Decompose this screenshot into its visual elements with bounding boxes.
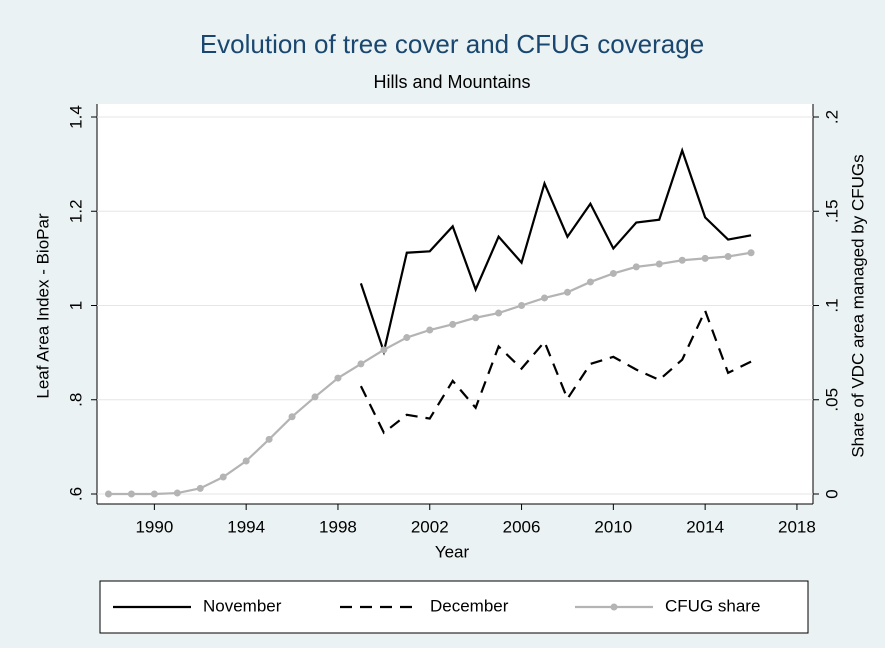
x-tick-label: 2010: [594, 517, 632, 536]
y2-tick-label: .05: [822, 388, 841, 412]
y-axis-title: Leaf Area Index - BioPar: [33, 213, 52, 399]
y2-tick-label: .2: [822, 110, 841, 124]
series-marker: [357, 360, 365, 368]
y2-tick-label: .1: [822, 298, 841, 312]
plot-area: [97, 104, 813, 504]
y2-axis-title: Share of VDC area managed by CFUGs: [848, 154, 867, 457]
series-marker: [563, 288, 571, 296]
y2-tick-label: 0: [822, 489, 841, 498]
chart-title: Evolution of tree cover and CFUG coverag…: [200, 29, 704, 59]
series-marker: [541, 294, 548, 302]
x-tick-label: 2002: [411, 517, 449, 536]
legend-box: [99, 580, 809, 634]
series-marker: [288, 413, 296, 421]
x-tick-label: 2006: [503, 517, 541, 536]
y-tick-label: 1.2: [66, 199, 85, 223]
series-marker: [724, 252, 732, 260]
series-marker: [403, 334, 411, 342]
series-marker: [472, 314, 480, 322]
series-marker: [334, 374, 342, 382]
series-marker: [380, 346, 388, 354]
y-tick-label: 1.4: [66, 105, 85, 129]
series-marker: [701, 254, 709, 262]
series-marker: [173, 489, 181, 497]
series-marker: [747, 249, 755, 257]
series-line: [359, 307, 752, 435]
y-tick-label: .6: [66, 487, 85, 501]
x-tick-label: 1994: [227, 517, 265, 536]
series-marker: [632, 263, 640, 271]
series-marker: [655, 260, 663, 268]
series-marker: [242, 457, 250, 465]
series-marker: [609, 269, 617, 277]
legend-label: CFUG share: [665, 596, 760, 615]
legend-swatch-marker: [610, 603, 618, 611]
x-tick-label: 1990: [135, 517, 173, 536]
series-marker: [495, 309, 503, 317]
series-marker: [678, 256, 686, 264]
x-tick-label: 2014: [686, 517, 724, 536]
series-marker: [104, 490, 112, 498]
chart-subtitle: Hills and Mountains: [373, 72, 530, 92]
series-marker: [518, 302, 526, 309]
legend-label: December: [430, 596, 509, 615]
series-marker: [449, 320, 457, 328]
series-marker: [426, 326, 434, 334]
series-line: [359, 147, 752, 356]
y-tick-label: .8: [66, 393, 85, 407]
series-marker: [586, 278, 594, 286]
series-marker: [311, 393, 319, 401]
series-marker: [219, 473, 227, 481]
x-axis-title: Year: [435, 542, 470, 561]
series-marker: [196, 484, 204, 492]
y-tick-label: 1: [66, 301, 85, 310]
x-tick-label: 1998: [319, 517, 357, 536]
legend-label: November: [203, 596, 282, 615]
series-marker: [127, 490, 135, 498]
series-marker: [150, 490, 158, 498]
y2-tick-label: .15: [822, 199, 841, 223]
series-marker: [265, 435, 273, 443]
x-tick-label: 2018: [778, 517, 816, 536]
